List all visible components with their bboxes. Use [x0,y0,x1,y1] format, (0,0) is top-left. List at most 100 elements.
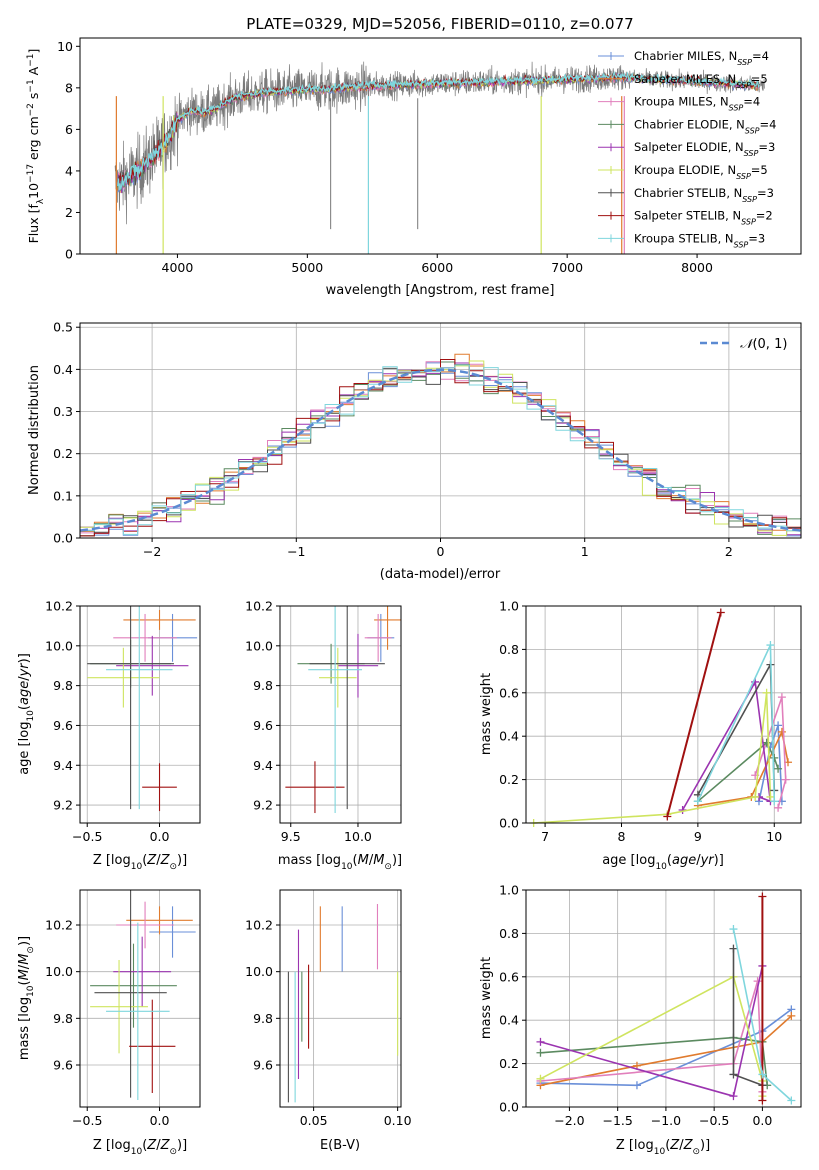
mass-weight-age-point-marker [751,792,760,801]
residual-y-tick-label: 0.0 [53,531,73,546]
mass-weight-age-point-marker [693,797,702,806]
mass-weight-z-point-marker [536,1074,545,1083]
mass-weight-z-x-axis-label: Z [log10(Z/Z⊙)] [616,1138,710,1157]
mass-weight-age-point-marker [762,688,771,697]
legend-entry: Salpeter STELIB, NSSP=2 [634,209,773,227]
mass-z-y-tick-label: 10.2 [45,918,73,933]
figure-title: PLATE=0329, MJD=52056, FIBERID=0110, z=0… [246,15,633,33]
mass-weight-z-y-tick-label: 0.2 [499,1056,519,1071]
mass-vs-metallicity-panel: −0.5 0.0 9.6 9.8 10.0 10.2 Z [log10(Z/Z⊙)] ma… [17,889,201,1157]
mass-weight-z-point-marker [632,1081,641,1090]
mass-weight-age-point-marker [781,775,790,784]
age-mass-y-tick-label: 10.2 [245,599,273,614]
mass-weight-z-point-marker [536,1048,545,1057]
mass-z-y-tick-label: 9.6 [53,1058,73,1073]
mass-weight-z-point-marker [758,1096,767,1105]
mass-weight-z-x-tick-label: −1.0 [651,1113,681,1128]
mass-weight-age-point-marker [774,803,783,812]
mass-weight-age-point-marker [774,721,783,730]
mass-weight-age-x-tick-label: 9 [694,829,702,844]
mass-weight-age-y-tick-label: 0.6 [499,685,519,700]
mass-weight-age-y-tick-label: 0.8 [499,642,519,657]
spectrum-y-tick-label: 0 [65,247,73,262]
mass-weight-age-x-tick-label: 10 [766,829,782,844]
age-y-axis-label: age [log10(age/yr)] [17,653,36,775]
normal-reference-curve [79,368,802,532]
mass-weight-age-point-marker [716,608,725,617]
legend-entry: Chabrier ELODIE, NSSP=4 [634,117,776,135]
age-z-y-tick-label: 10.2 [45,599,73,614]
age-mass-y-tick-label: 9.8 [253,678,273,693]
mass-ebv-y-tick-label: 9.6 [253,1058,273,1073]
mass-weight-z-point-marker [758,892,767,901]
residual-x-tick-label: −2 [143,544,161,559]
residual-x-tick-label: 0 [437,544,445,559]
mass-weight-age-point-marker [766,792,775,801]
mass-weight-age-point-marker [777,727,786,736]
legend-entry: Chabrier STELIB, NSSP=3 [634,186,774,204]
mass-weight-z-y-tick-label: 0.0 [499,1100,519,1115]
mass-weight-age-x-tick-label: 8 [618,829,626,844]
spectrum-y-tick-label: 8 [65,80,73,95]
age-mass-y-tick-label: 10.0 [245,638,273,653]
mass-weight-z-series-line [540,980,764,1092]
mass-weight-age-y-tick-label: 0.0 [499,816,519,831]
residual-y-tick-label: 0.4 [53,362,73,377]
spectrum-x-tick-label: 6000 [421,260,453,275]
mass-z-x-axis-label: Z [log10(Z/Z⊙)] [93,1138,187,1157]
mass-weight-z-series-line [540,1036,768,1086]
mass-weight-age-series-line [533,692,772,824]
spectrum-y-tick-label: 10 [57,39,73,54]
mass-weight-age-x-tick-label: 7 [541,829,549,844]
mass-weight-z-x-tick-label: −1.5 [602,1113,632,1128]
age-vs-mass-panel: 9.5 10.0 9.2 9.4 9.6 9.8 10.0 10.2 mass [log10(… [245,599,402,873]
mass-weight-age-x-axis-label: age [log10(age/yr)] [602,853,724,872]
age-z-y-tick-label: 9.4 [53,758,73,773]
legend-entry: Kroupa MILES, NSSP=4 [634,95,760,113]
mass-z-y-tick-label: 9.8 [53,1011,73,1026]
mass-weight-age-point-marker [774,764,783,773]
residual-panel: −2 −1 0 1 2 0.0 0.1 0.2 0.3 0.4 0.5 (data-model)/e… [27,320,802,582]
mass-weight-z-point-marker [536,1037,545,1046]
mass-z-x-tick-label: −0.5 [72,1113,102,1128]
age-z-y-tick-label: 9.6 [53,718,73,733]
mass-weight-age-y-tick-label: 1.0 [499,599,519,614]
spectrum-x-tick-label: 4000 [162,260,194,275]
mass-weight-z-x-tick-label: −2.0 [554,1113,584,1128]
mass-weight-age-series-line [681,679,772,811]
mass-weight-age-y-axis-label: mass weight [479,673,494,755]
mass-weight-age-point-marker [766,641,775,650]
residual-legend: 𝒩(0, 1) [700,337,787,352]
spectrum-x-tick-label: 7000 [551,260,583,275]
residual-y-tick-label: 0.1 [53,488,73,503]
mass-weight-age-point-marker [762,738,771,747]
mass-weight-z-series-line [540,1008,792,1087]
spectrum-panel: 4000 5000 6000 7000 8000 0 2 4 6 8 10 wavelength [… [26,37,802,298]
mass-weight-age-series-line [666,612,722,817]
mass-weight-z-point-marker [729,925,738,934]
age-mass-x-tick-label: 9.5 [281,829,301,844]
residual-x-axis-label: (data-model)/error [380,567,501,582]
legend-entry: Chabrier MILES, NSSP=4 [634,49,769,67]
spectrum-y-tick-label: 2 [65,205,73,220]
mass-weight-z-point-marker [758,1070,767,1079]
legend-entry: Kroupa STELIB, NSSP=3 [634,231,765,249]
mass-weight-z-y-tick-label: 1.0 [499,883,519,898]
mass-weight-vs-age-panel: 7 8 9 10 0.0 0.2 0.4 0.6 0.8 1.0 age [log10(age/y… [479,599,802,872]
mass-weight-z-y-tick-label: 0.6 [499,969,519,984]
spectrum-x-tick-label: 8000 [681,260,713,275]
residual-x-tick-label: 1 [581,544,589,559]
mass-weight-age-y-tick-label: 0.2 [499,772,519,787]
mass-weight-z-series-line [540,1015,792,1087]
mass-ebv-y-tick-label: 9.8 [253,1011,273,1026]
legend-entry: Salpeter ELODIE, NSSP=3 [634,140,775,158]
mass-weight-z-point-marker [787,1096,796,1105]
mass-ebv-y-tick-label: 10.0 [245,964,273,979]
spectrum-y-tick-label: 4 [65,163,73,178]
mass-weight-z-y-tick-label: 0.4 [499,1013,519,1028]
spectrum-x-axis-label: wavelength [Angstrom, rest frame] [326,283,555,298]
residual-y-tick-label: 0.5 [53,320,73,335]
mass-weight-z-point-marker [729,1092,738,1101]
mass-weight-z-y-tick-label: 0.8 [499,926,519,941]
